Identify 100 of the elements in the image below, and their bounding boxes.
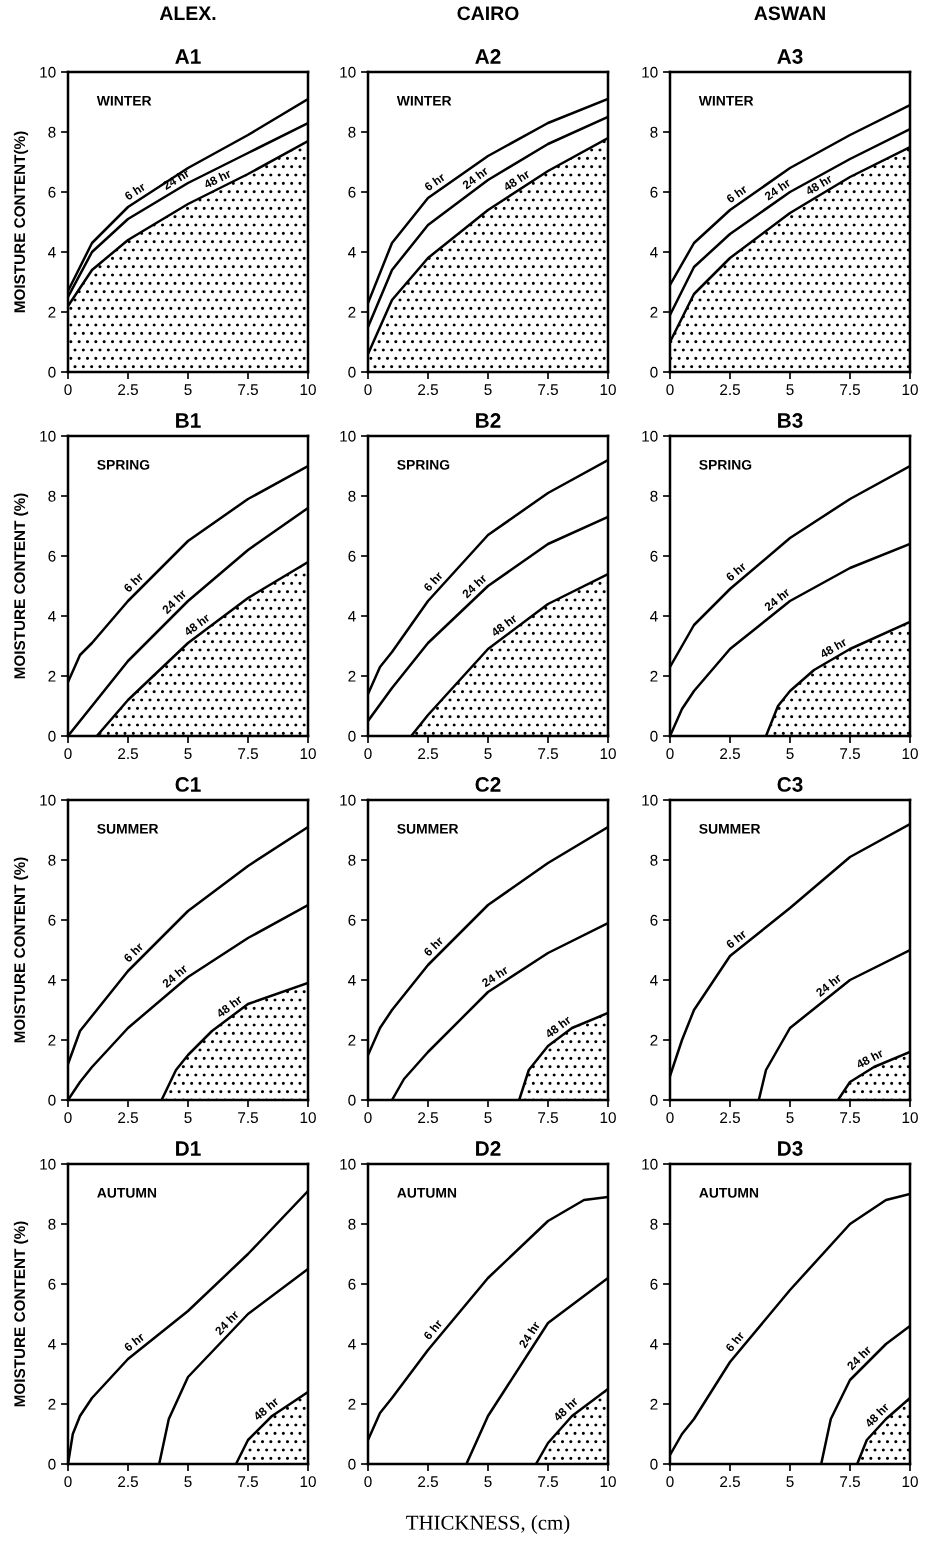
text: 48 hr bbox=[502, 169, 531, 192]
x-tick-label: 7.5 bbox=[840, 748, 860, 760]
chart-title: B1 bbox=[176, 413, 201, 428]
text: 6 hr bbox=[724, 1330, 745, 1353]
text: 24 hr bbox=[461, 573, 488, 599]
text: 24 hr bbox=[461, 166, 489, 190]
text: 6 hr bbox=[122, 941, 144, 963]
x-tick-label: 2.5 bbox=[418, 1476, 438, 1488]
y-tick-label: 0 bbox=[348, 1458, 356, 1470]
y-tick-label: 10 bbox=[642, 794, 658, 806]
y-tick-label: 4 bbox=[650, 611, 658, 622]
x-tick-label: 2.5 bbox=[720, 1112, 740, 1124]
chart-subtitle: ASWAN bbox=[754, 6, 825, 21]
x-tick-label: 10 bbox=[600, 748, 616, 760]
y-tick-label: 10 bbox=[340, 430, 356, 442]
chart-title: B2 bbox=[476, 413, 501, 428]
x-tick-label: 10 bbox=[902, 1476, 918, 1488]
y-tick-label: 8 bbox=[650, 126, 658, 138]
x-tick-label: 10 bbox=[600, 384, 616, 396]
text: 6 hr bbox=[123, 181, 147, 201]
y-tick-label: 2 bbox=[48, 1034, 56, 1046]
y-tick-label: 8 bbox=[48, 126, 56, 138]
y-tick-label: 0 bbox=[48, 1094, 56, 1106]
y-tick-label: 6 bbox=[650, 186, 658, 198]
x-tick-label: 2.5 bbox=[118, 384, 138, 396]
y-tick-label: 2 bbox=[348, 670, 356, 682]
chart-title: C1 bbox=[175, 777, 201, 792]
x-tick-label: 7.5 bbox=[238, 1476, 258, 1488]
annotation: AUTUMN bbox=[97, 1188, 157, 1198]
x-tick-label: 7.5 bbox=[538, 384, 558, 396]
y-tick-label: 8 bbox=[650, 1218, 658, 1230]
y-tick-label: 10 bbox=[642, 66, 658, 78]
text: 6 hr bbox=[123, 1331, 146, 1352]
y-tick-label: 4 bbox=[48, 1339, 56, 1350]
text: 24 hr bbox=[161, 588, 187, 615]
text: 48 hr bbox=[202, 168, 232, 189]
y-tick-label: 2 bbox=[348, 1034, 356, 1046]
x-tick-label: 2.5 bbox=[118, 748, 138, 760]
y-tick-label: 0 bbox=[650, 1458, 658, 1470]
y-tick-label: 10 bbox=[40, 1158, 56, 1170]
y-tick-label: 4 bbox=[348, 975, 356, 986]
text: 6 hr bbox=[122, 571, 144, 593]
y-tick-label: 10 bbox=[642, 430, 658, 442]
y-tick-label: 10 bbox=[642, 1158, 658, 1170]
x-tick-label: 0 bbox=[64, 748, 72, 760]
y-tick-label: 8 bbox=[48, 1218, 56, 1230]
x-tick-label: 10 bbox=[902, 384, 918, 396]
y-tick-label: 8 bbox=[348, 1218, 356, 1230]
y-tick-label: 0 bbox=[348, 1094, 356, 1106]
y-tick-label: 2 bbox=[348, 1398, 356, 1410]
chart-subtitle: CAIRO bbox=[457, 6, 519, 21]
y-tick-label: 10 bbox=[340, 1158, 356, 1170]
y-tick-label: 8 bbox=[650, 490, 658, 502]
chart-title: A1 bbox=[175, 49, 201, 64]
y-tick-label: 0 bbox=[650, 1094, 658, 1106]
y-tick-label: 6 bbox=[348, 550, 356, 562]
y-tick-label: 4 bbox=[48, 975, 56, 986]
text: 6 hr bbox=[422, 1318, 443, 1341]
text: 48 hr bbox=[252, 1396, 280, 1421]
y-axis-title: MOISTURE CONTENT(%) bbox=[13, 131, 29, 313]
text: 48 hr bbox=[490, 613, 518, 638]
text: 48 hr bbox=[544, 1014, 572, 1039]
y-tick-label: 4 bbox=[650, 1339, 658, 1350]
chart-title: C3 bbox=[777, 777, 803, 792]
y-tick-label: 2 bbox=[48, 670, 56, 682]
y-tick-label: 8 bbox=[48, 490, 56, 502]
y-tick-label: 6 bbox=[650, 550, 658, 562]
x-tick-label: 0 bbox=[64, 1112, 72, 1124]
text: 24 hr bbox=[481, 965, 509, 988]
chart-title: D2 bbox=[476, 1141, 501, 1156]
x-tick-label: 0 bbox=[364, 1476, 372, 1488]
text: 6 hr bbox=[725, 561, 747, 582]
y-tick-label: 8 bbox=[348, 126, 356, 138]
x-tick-label: 5 bbox=[786, 1112, 794, 1124]
text: 24 hr bbox=[518, 1320, 541, 1349]
y-tick-label: 6 bbox=[650, 914, 658, 926]
x-tick-label: 2.5 bbox=[118, 1112, 138, 1124]
y-tick-label: 4 bbox=[348, 611, 356, 622]
y-tick-label: 0 bbox=[48, 366, 56, 378]
x-tick-label: 7.5 bbox=[840, 384, 860, 396]
y-tick-label: 6 bbox=[348, 914, 356, 926]
x-tick-label: 7.5 bbox=[538, 748, 558, 760]
x-tick-label: 7.5 bbox=[238, 1112, 258, 1124]
chart-title: A2 bbox=[475, 49, 501, 64]
y-tick-label: 6 bbox=[650, 1278, 658, 1290]
x-tick-label: 2.5 bbox=[118, 1476, 138, 1488]
y-tick-label: 8 bbox=[348, 854, 356, 866]
chart-title: C2 bbox=[475, 777, 501, 792]
x-tick-label: 5 bbox=[184, 1476, 192, 1488]
x-tick-label: 5 bbox=[484, 1476, 492, 1488]
x-tick-label: 10 bbox=[902, 1112, 918, 1124]
text: 6 hr bbox=[725, 184, 748, 204]
y-tick-label: 0 bbox=[650, 366, 658, 378]
annotation: SUMMER bbox=[699, 823, 761, 834]
x-tick-label: 7.5 bbox=[238, 384, 258, 396]
annotation: SPRING bbox=[699, 459, 752, 470]
x-tick-label: 5 bbox=[184, 748, 192, 760]
x-tick-label: 0 bbox=[64, 384, 72, 396]
x-tick-label: 2.5 bbox=[720, 384, 740, 396]
y-tick-label: 4 bbox=[48, 611, 56, 622]
